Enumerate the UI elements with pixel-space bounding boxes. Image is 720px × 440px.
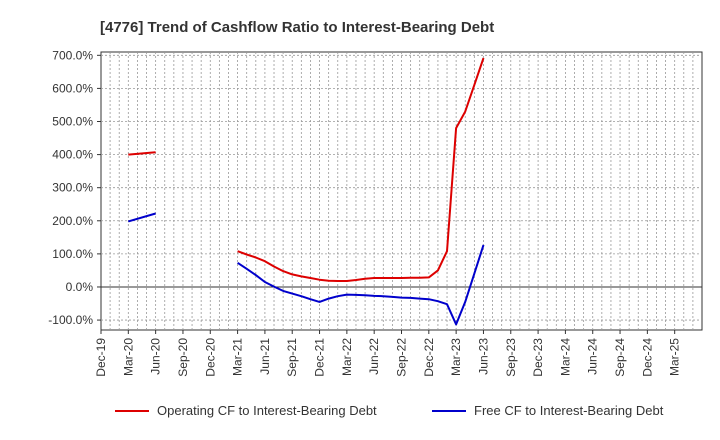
series-line-operating-cf: [128, 151, 156, 156]
plot-frame: [100, 51, 703, 331]
x-tick-label: Sep-21: [285, 338, 299, 377]
legend-label: Free CF to Interest-Bearing Debt: [474, 403, 664, 418]
x-tick-label: Dec-22: [422, 338, 436, 377]
legend: Operating CF to Interest-Bearing Debt Fre…: [115, 403, 664, 418]
x-tick-label: Sep-24: [613, 338, 627, 377]
x-tick-label: Jun-20: [149, 338, 163, 375]
x-tick-label: Mar-22: [340, 338, 354, 376]
y-tick-label: 300.0%: [52, 181, 93, 195]
series-lines: [128, 57, 485, 326]
x-tick-label: Mar-21: [231, 338, 245, 376]
x-tick-label: Jun-21: [258, 338, 272, 375]
y-tick-label: 700.0%: [52, 48, 93, 62]
x-tick-label: Jun-24: [586, 338, 600, 375]
y-tick-label: 600.0%: [52, 81, 93, 95]
y-tick-label: -100.0%: [48, 313, 93, 327]
x-tick-label: Dec-19: [94, 338, 108, 377]
x-tick-label: Jun-23: [476, 338, 490, 375]
x-tick-label: Mar-23: [449, 338, 463, 376]
chart-title: [4776] Trend of Cashflow Ratio to Intere…: [100, 19, 494, 36]
x-tick-label: Sep-22: [395, 338, 409, 377]
x-tick-label: Dec-20: [203, 338, 217, 377]
y-axis-ticks: -100.0% 0.0% 100.0% 200.0% 300.0% 400.0% 500.0…: [48, 48, 101, 327]
series-line-free-cf: [237, 244, 485, 326]
legend-label: Operating CF to Interest-Bearing Debt: [157, 403, 377, 418]
series-line-operating-cf: [237, 57, 485, 282]
x-axis-ticks: Dec-19 Mar-20 Jun-20 Sep-20 Dec-20 Mar-21 Jun-…: [94, 330, 682, 377]
plot-area: [100, 51, 703, 331]
x-tick-label: Mar-20: [121, 338, 135, 376]
x-tick-label: Mar-25: [668, 338, 682, 376]
y-tick-label: 200.0%: [52, 214, 93, 228]
x-tick-label: Mar-24: [558, 338, 572, 376]
x-tick-label: Jun-22: [367, 338, 381, 375]
grid-lines: [101, 52, 702, 330]
x-tick-label: Sep-20: [176, 338, 190, 377]
series-line-free-cf: [128, 212, 156, 223]
x-tick-label: Dec-23: [531, 338, 545, 377]
y-tick-label: 100.0%: [52, 247, 93, 261]
x-tick-label: Dec-24: [640, 338, 654, 377]
x-tick-label: Sep-23: [504, 338, 518, 377]
y-tick-label: 0.0%: [66, 280, 94, 294]
y-tick-label: 500.0%: [52, 115, 93, 129]
y-tick-label: 400.0%: [52, 148, 93, 162]
x-tick-label: Dec-21: [313, 338, 327, 377]
